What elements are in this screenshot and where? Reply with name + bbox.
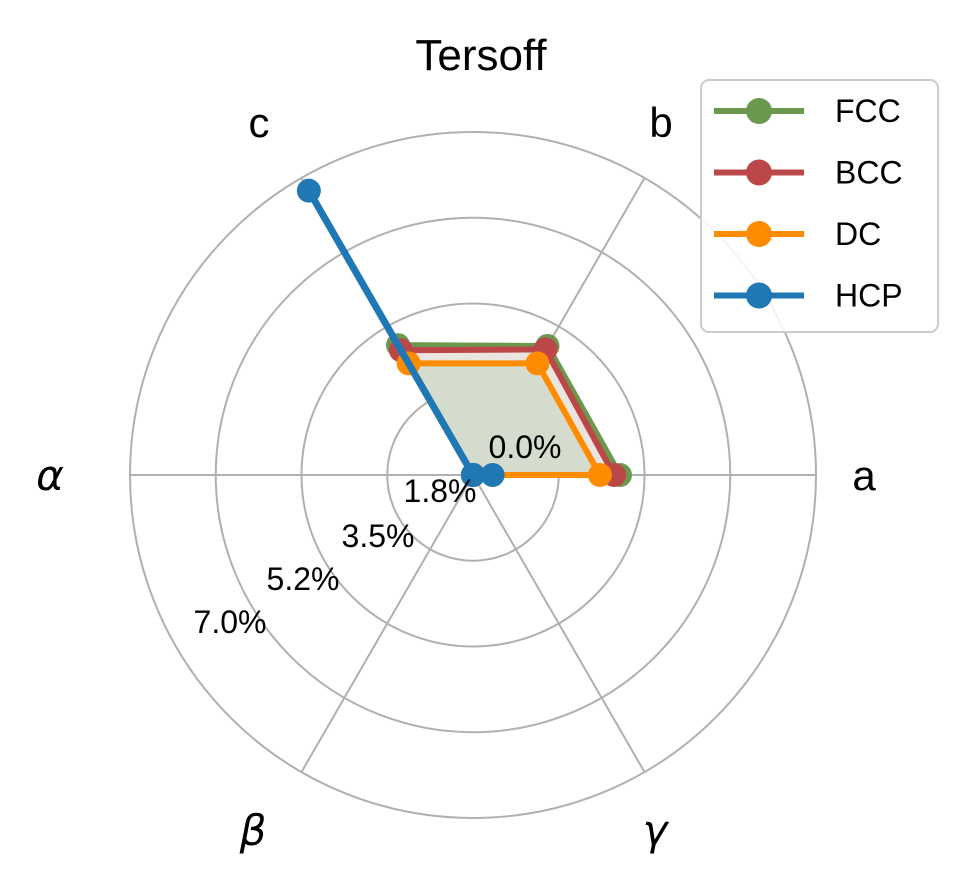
legend-marker-swatch xyxy=(746,221,772,247)
legend-item-fcc: FCC xyxy=(714,93,901,129)
series-lines xyxy=(296,178,632,487)
axis-label-beta: β xyxy=(239,806,267,855)
axis-label-a: a xyxy=(852,452,876,499)
data-point-marker xyxy=(461,463,485,487)
grid-spoke xyxy=(300,474,474,773)
axis-label-gamma: γ xyxy=(643,806,670,855)
chart-title: Tersoff xyxy=(415,31,547,80)
series-hcp xyxy=(296,178,505,487)
legend: FCC BCC DC HCP xyxy=(700,79,939,333)
legend-item-bcc: BCC xyxy=(714,155,903,191)
legend-label: HCP xyxy=(835,278,903,314)
data-point-marker xyxy=(587,463,612,487)
legend-marker-swatch xyxy=(746,282,772,309)
axis-label-c: c xyxy=(249,99,270,146)
data-point-marker xyxy=(480,463,505,487)
data-point-marker xyxy=(525,351,550,376)
axis-labels: a b c α β γ xyxy=(36,99,876,855)
legend-label: BCC xyxy=(835,155,903,191)
legend-item-dc: DC xyxy=(714,216,881,252)
radial-tick-label: 7.0% xyxy=(194,604,267,640)
legend-frame xyxy=(700,79,939,333)
radial-tick-label: 3.5% xyxy=(342,518,415,554)
radial-tick-labels: 0.0% 1.8% 3.5%5.2%7.0% xyxy=(194,429,562,640)
grid-spoke xyxy=(472,474,646,773)
data-point-marker xyxy=(296,178,321,203)
legend-marker-swatch xyxy=(746,98,772,124)
radial-tick-label: 5.2% xyxy=(267,561,340,597)
radial-tick-label: 1.8% xyxy=(404,473,477,509)
legend-label: FCC xyxy=(835,93,901,129)
radial-tick-label: 0.0% xyxy=(489,429,562,465)
axis-label-b: b xyxy=(649,99,672,146)
legend-label: DC xyxy=(835,216,881,252)
legend-marker-swatch xyxy=(746,159,772,186)
legend-item-hcp: HCP xyxy=(714,278,903,314)
axis-label-alpha: α xyxy=(36,451,64,500)
